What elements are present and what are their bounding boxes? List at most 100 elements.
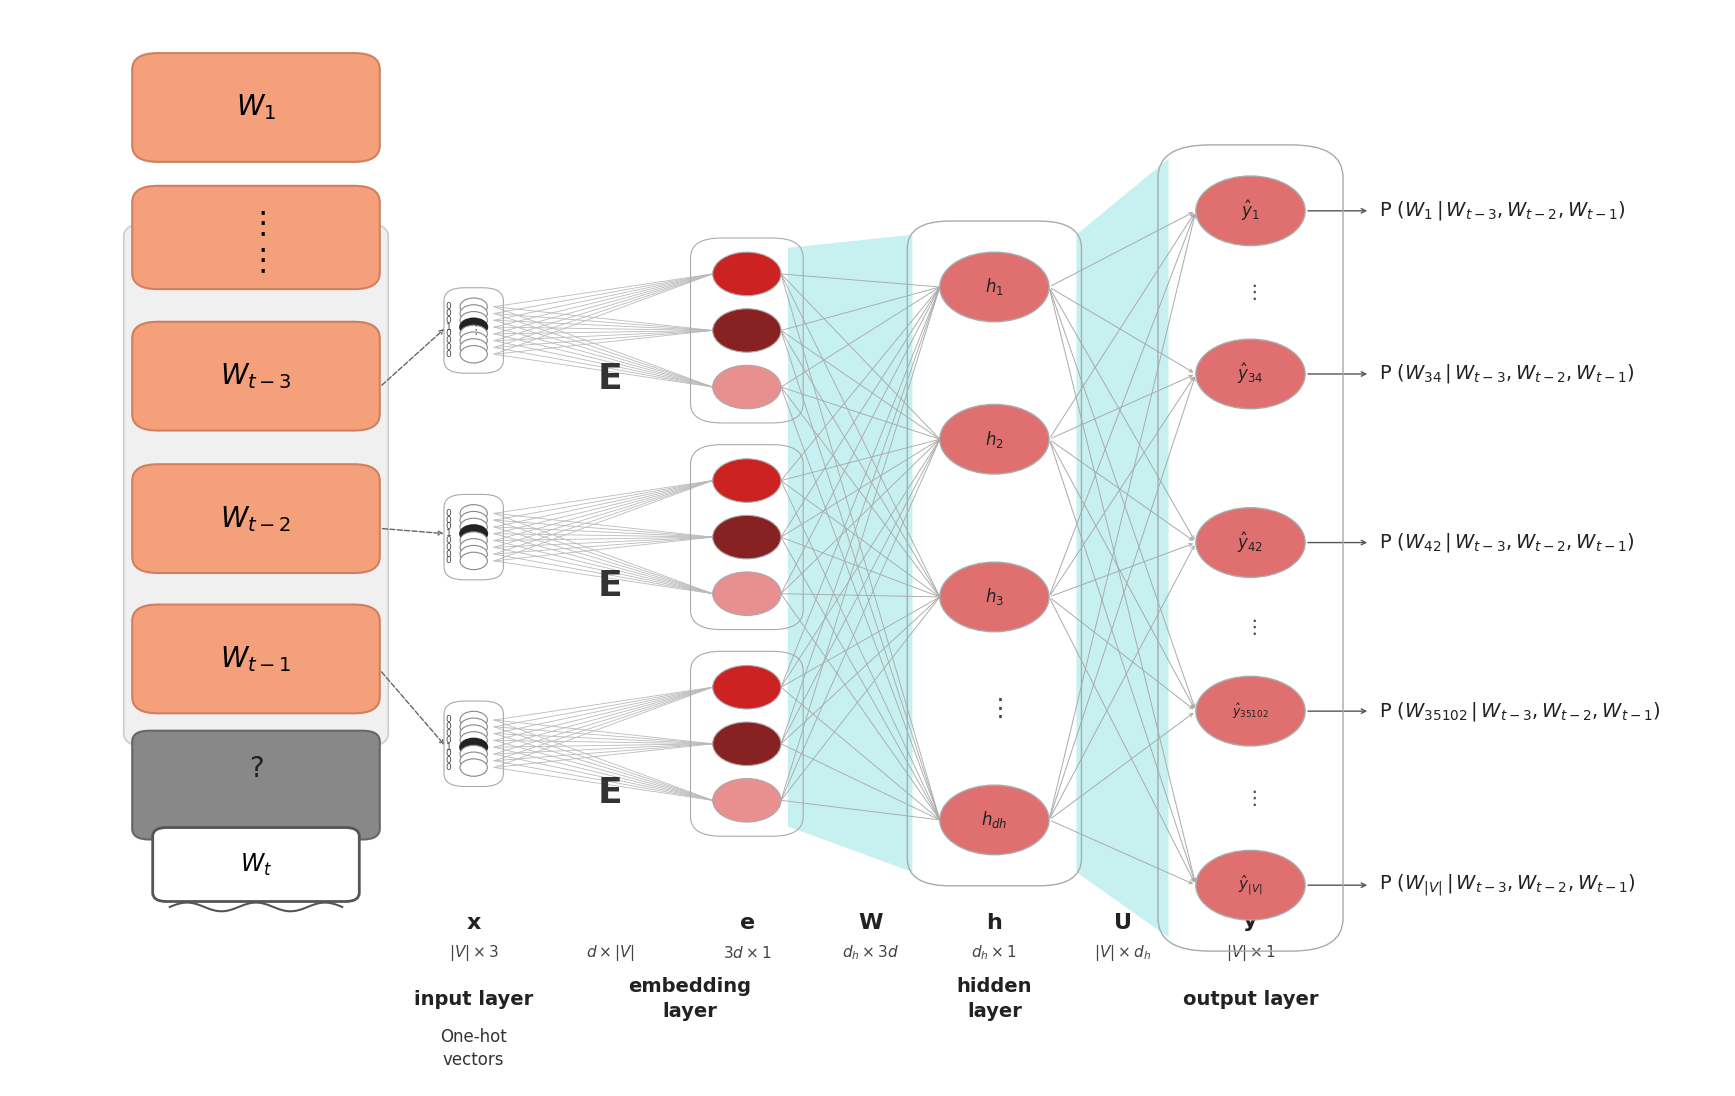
Circle shape bbox=[460, 538, 488, 556]
Text: $W_t$: $W_t$ bbox=[239, 852, 272, 878]
Text: 0: 0 bbox=[446, 549, 451, 559]
Text: $\mathbf{U}$: $\mathbf{U}$ bbox=[1114, 913, 1131, 934]
Text: 0: 0 bbox=[446, 330, 451, 339]
Text: $\mathbf{h}$: $\mathbf{h}$ bbox=[985, 913, 1003, 934]
Text: P ($W_{35102}\,|\, W_{t-3}, W_{t-2}, W_{t-1}$): P ($W_{35102}\,|\, W_{t-3}, W_{t-2}, W_{… bbox=[1379, 699, 1660, 722]
Circle shape bbox=[460, 739, 488, 756]
Text: $\vdots$: $\vdots$ bbox=[1244, 788, 1256, 808]
Text: $\hat{y}_1$: $\hat{y}_1$ bbox=[1241, 198, 1260, 224]
Text: $\mathbf{x}$: $\mathbf{x}$ bbox=[465, 913, 482, 934]
FancyBboxPatch shape bbox=[132, 605, 380, 713]
Text: $\vdots$: $\vdots$ bbox=[987, 696, 1003, 720]
Text: $?$: $?$ bbox=[248, 755, 264, 783]
Text: 0: 0 bbox=[446, 336, 451, 345]
Circle shape bbox=[713, 515, 781, 559]
Text: $\hat{y}_{|V|}$: $\hat{y}_{|V|}$ bbox=[1239, 874, 1263, 898]
Circle shape bbox=[713, 665, 781, 709]
Circle shape bbox=[460, 525, 488, 543]
Circle shape bbox=[713, 459, 781, 502]
Text: $\hat{y}_{42}$: $\hat{y}_{42}$ bbox=[1237, 530, 1263, 555]
Circle shape bbox=[460, 745, 488, 763]
Circle shape bbox=[460, 318, 488, 335]
Text: P ($W_{|V|}\,|\, W_{t-3}, W_{t-2}, W_{t-1}$): P ($W_{|V|}\,|\, W_{t-3}, W_{t-2}, W_{t-… bbox=[1379, 872, 1634, 898]
Text: $W_{t-1}$: $W_{t-1}$ bbox=[220, 644, 291, 674]
Text: $\mathbf{y}$: $\mathbf{y}$ bbox=[1242, 913, 1258, 934]
Circle shape bbox=[460, 532, 488, 549]
Circle shape bbox=[713, 778, 781, 822]
Circle shape bbox=[1195, 176, 1305, 246]
Circle shape bbox=[940, 252, 1050, 322]
Circle shape bbox=[1195, 850, 1305, 920]
Text: $d_h\times 1$: $d_h\times 1$ bbox=[972, 944, 1017, 962]
Circle shape bbox=[713, 309, 781, 352]
Text: $\vdots$: $\vdots$ bbox=[246, 210, 265, 239]
Circle shape bbox=[460, 345, 488, 363]
Text: $d_h\times 3d$: $d_h\times 3d$ bbox=[841, 944, 899, 962]
Text: input layer: input layer bbox=[415, 990, 533, 1009]
Text: $\vdots$: $\vdots$ bbox=[468, 323, 479, 338]
Text: 0: 0 bbox=[446, 523, 451, 532]
Text: $|V|\times 1$: $|V|\times 1$ bbox=[1225, 943, 1275, 962]
Text: 0: 0 bbox=[446, 722, 451, 731]
Text: $|V|\times d_h$: $|V|\times d_h$ bbox=[1093, 943, 1150, 962]
FancyBboxPatch shape bbox=[153, 827, 359, 902]
Text: embedding
layer: embedding layer bbox=[628, 978, 751, 1021]
Text: 0: 0 bbox=[446, 750, 451, 758]
Circle shape bbox=[460, 298, 488, 316]
Text: $h_2$: $h_2$ bbox=[985, 429, 1005, 449]
Circle shape bbox=[713, 252, 781, 296]
Circle shape bbox=[940, 785, 1050, 855]
Circle shape bbox=[713, 722, 781, 765]
Text: output layer: output layer bbox=[1183, 990, 1319, 1009]
Text: $d\times|V|$: $d\times|V|$ bbox=[586, 943, 635, 962]
Text: $\mathbf{e}$: $\mathbf{e}$ bbox=[739, 913, 755, 934]
Text: 0: 0 bbox=[446, 515, 451, 525]
Circle shape bbox=[460, 752, 488, 769]
Circle shape bbox=[460, 552, 488, 570]
Text: P ($W_1\,|\, W_{t-3}, W_{t-2}, W_{t-1}$): P ($W_1\,|\, W_{t-3}, W_{t-2}, W_{t-1}$) bbox=[1379, 199, 1626, 222]
Text: 1: 1 bbox=[446, 743, 451, 752]
Text: $\mathbf{W}$: $\mathbf{W}$ bbox=[857, 913, 883, 934]
Text: 0: 0 bbox=[446, 729, 451, 738]
Circle shape bbox=[1195, 676, 1305, 746]
Text: 0: 0 bbox=[446, 536, 451, 545]
Text: $W_{t-3}$: $W_{t-3}$ bbox=[220, 362, 291, 391]
Circle shape bbox=[460, 718, 488, 735]
Circle shape bbox=[713, 572, 781, 616]
Text: $W_{t-2}$: $W_{t-2}$ bbox=[220, 504, 291, 534]
Text: $h_1$: $h_1$ bbox=[985, 276, 1005, 297]
Circle shape bbox=[1195, 339, 1305, 409]
Circle shape bbox=[460, 326, 488, 343]
Text: 0: 0 bbox=[446, 735, 451, 745]
Circle shape bbox=[460, 758, 488, 776]
FancyBboxPatch shape bbox=[132, 322, 380, 431]
Text: $\vdots$: $\vdots$ bbox=[1244, 617, 1256, 637]
Text: P ($W_{42}\,|\, W_{t-3}, W_{t-2}, W_{t-1}$): P ($W_{42}\,|\, W_{t-3}, W_{t-2}, W_{t-1… bbox=[1379, 532, 1634, 555]
Text: $\hat{y}_{34}$: $\hat{y}_{34}$ bbox=[1237, 362, 1263, 386]
Circle shape bbox=[940, 404, 1050, 475]
Text: 1: 1 bbox=[446, 322, 451, 332]
Polygon shape bbox=[1076, 159, 1169, 937]
FancyBboxPatch shape bbox=[132, 53, 380, 162]
Text: 0: 0 bbox=[446, 509, 451, 517]
Polygon shape bbox=[788, 235, 913, 872]
Text: 0: 0 bbox=[446, 350, 451, 358]
Text: $|V|\times 3$: $|V|\times 3$ bbox=[449, 943, 498, 962]
FancyBboxPatch shape bbox=[132, 465, 380, 573]
FancyBboxPatch shape bbox=[132, 186, 380, 289]
Circle shape bbox=[460, 339, 488, 356]
Text: $h_3$: $h_3$ bbox=[985, 586, 1005, 607]
Circle shape bbox=[460, 518, 488, 536]
Circle shape bbox=[460, 305, 488, 322]
Text: 0: 0 bbox=[446, 557, 451, 566]
Text: $\hat{y}_{35102}$: $\hat{y}_{35102}$ bbox=[1232, 701, 1268, 721]
Text: $\vdots$: $\vdots$ bbox=[1244, 283, 1256, 302]
Text: E: E bbox=[599, 363, 623, 397]
Text: 0: 0 bbox=[446, 716, 451, 724]
Text: $\vdots$: $\vdots$ bbox=[246, 247, 265, 276]
Text: 0: 0 bbox=[446, 343, 451, 352]
Text: $h_{dh}$: $h_{dh}$ bbox=[982, 810, 1008, 831]
Text: hidden
layer: hidden layer bbox=[956, 978, 1032, 1021]
Text: 0: 0 bbox=[446, 756, 451, 765]
Text: 0: 0 bbox=[446, 309, 451, 318]
